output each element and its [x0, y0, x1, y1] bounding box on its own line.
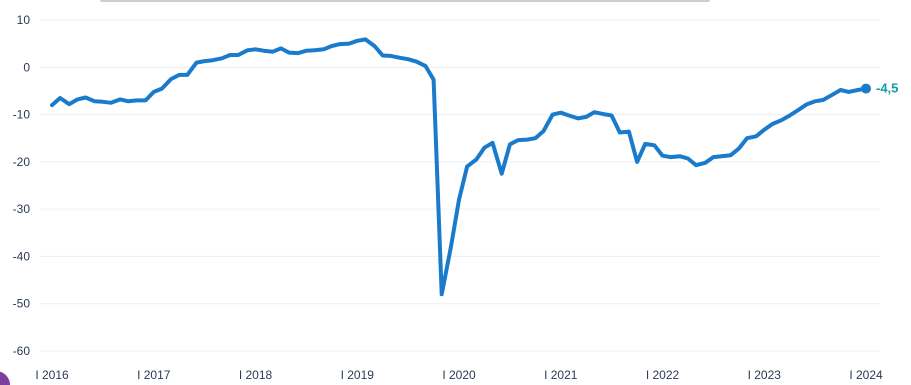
- x-tick-label: I 2022: [646, 368, 680, 382]
- corner-badge: [0, 371, 10, 385]
- y-tick-label: -20: [13, 155, 31, 169]
- x-tick-label: I 2023: [748, 368, 782, 382]
- gridlines: [40, 19, 880, 352]
- x-tick-label: I 2024: [849, 368, 883, 382]
- x-tick-label: I 2016: [35, 368, 69, 382]
- end-value-label: -4,5: [876, 81, 898, 96]
- end-point-marker: [861, 83, 871, 94]
- y-tick-label: -30: [13, 202, 31, 216]
- y-tick-label: -40: [13, 249, 31, 263]
- y-axis-ticks: 10 0 -10 -20 -30 -40 -50 -60: [13, 13, 31, 358]
- y-tick-label: -50: [13, 297, 31, 311]
- x-tick-label: I 2019: [341, 368, 375, 382]
- series-line: [50, 37, 868, 297]
- y-tick-label: -60: [13, 344, 31, 358]
- y-tick-label: 10: [17, 13, 31, 27]
- x-tick-label: I 2018: [239, 368, 273, 382]
- x-tick-label: I 2021: [544, 368, 578, 382]
- x-tick-label: I 2020: [442, 368, 476, 382]
- x-axis-ticks: I 2016 I 2017 I 2018 I 2019 I 2020 I 2021 I 20…: [35, 368, 883, 382]
- clipped-title-fragments: [100, 0, 710, 2]
- y-tick-label: 0: [23, 60, 30, 74]
- x-tick-label: I 2017: [137, 368, 171, 382]
- y-tick-label: -10: [13, 108, 31, 122]
